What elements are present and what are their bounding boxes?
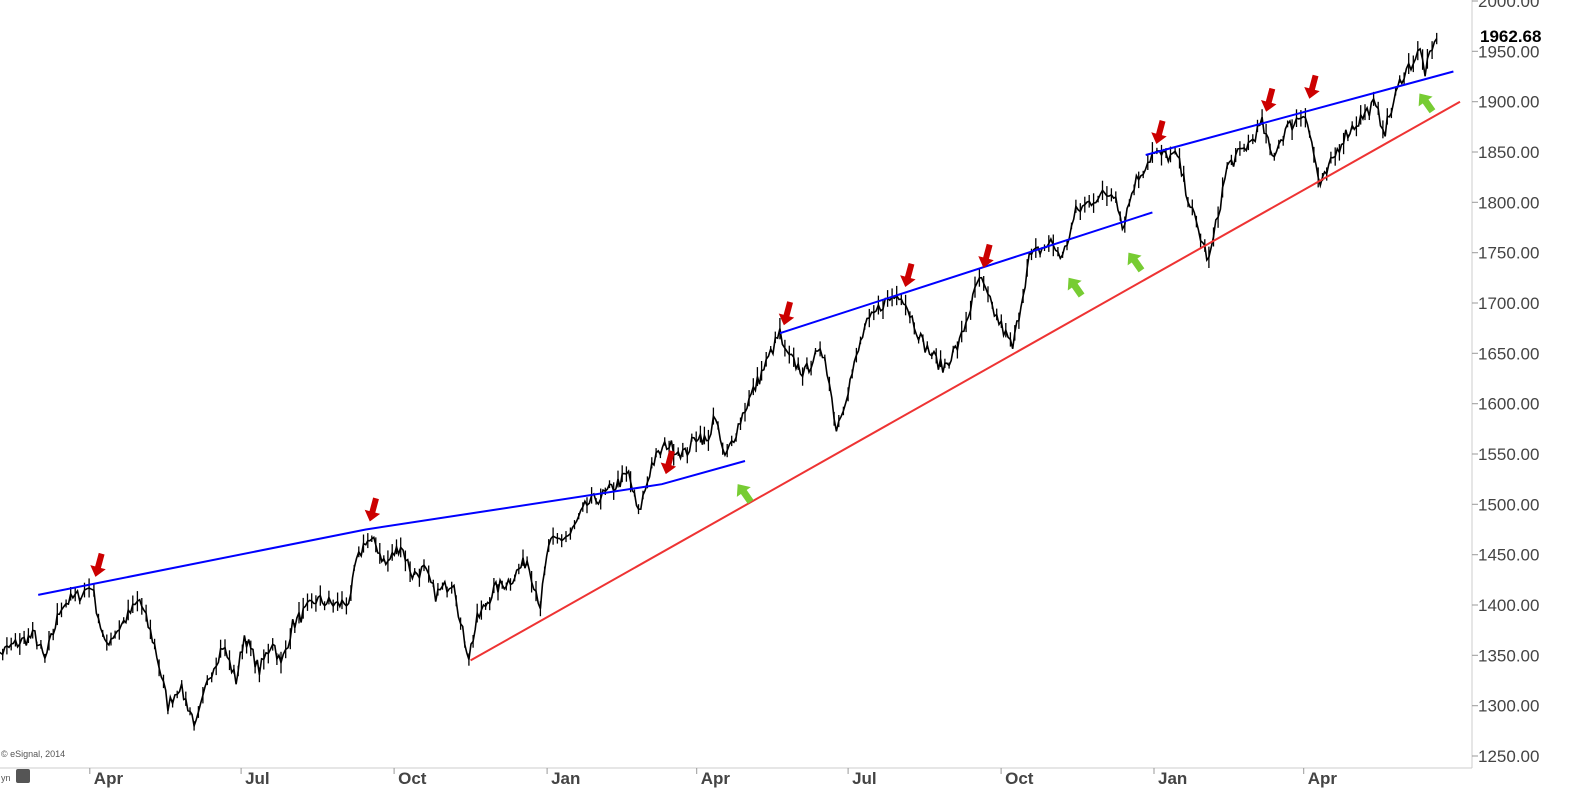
x-tick-label: Jan	[1158, 769, 1187, 788]
x-tick-label: Jul	[852, 769, 877, 788]
last-price-label: 1962.68	[1480, 27, 1541, 46]
y-tick-label: 1650.00	[1478, 344, 1539, 363]
resistance-trendline	[38, 460, 746, 596]
y-tick-label: 1850.00	[1478, 143, 1539, 162]
y-tick-label: 1750.00	[1478, 244, 1539, 263]
resistance-arrow	[90, 552, 106, 577]
esignal-logo-icon	[16, 769, 30, 783]
resistance-arrow	[978, 243, 994, 268]
support-arrow	[1067, 277, 1085, 298]
resistance-arrow	[1304, 74, 1320, 99]
x-tick-label: Jan	[551, 769, 580, 788]
y-tick-label: 1500.00	[1478, 495, 1539, 514]
resistance-arrow	[1260, 87, 1277, 112]
x-tick-label: Oct	[1005, 769, 1034, 788]
resistance-arrow	[1151, 120, 1167, 144]
resistance-arrow	[778, 301, 795, 326]
y-tick-label: 1700.00	[1478, 294, 1539, 313]
y-tick-label: 1900.00	[1478, 93, 1539, 112]
price-series-line	[0, 38, 1438, 730]
resistance-arrow	[900, 262, 916, 287]
y-tick-label: 1400.00	[1478, 596, 1539, 615]
y-axis: 1250.00 1300.00 1350.00 1400.00 1450.00 1500.…	[1472, 0, 1539, 766]
support-arrow	[736, 484, 754, 504]
y-tick-label: 1350.00	[1478, 646, 1539, 665]
esignal-credit: © eSignal, 2014	[1, 749, 65, 759]
x-tick-label: Jul	[245, 769, 270, 788]
y-tick-label: 1250.00	[1478, 747, 1539, 766]
x-tick-label: Apr	[1308, 769, 1338, 788]
resistance-arrow	[660, 450, 677, 475]
y-tick-label: 1300.00	[1478, 697, 1539, 716]
corner-text: yn	[1, 773, 11, 783]
plot-area	[0, 32, 1461, 731]
resistance-arrow	[364, 497, 381, 522]
y-tick-label: 1450.00	[1478, 546, 1539, 565]
y-tick-label: 1550.00	[1478, 445, 1539, 464]
support-trendline	[470, 100, 1461, 662]
y-tick-label: 1800.00	[1478, 193, 1539, 212]
y-tick-label: 1600.00	[1478, 395, 1539, 414]
resistance-trendline	[1145, 70, 1454, 156]
support-arrow	[1418, 93, 1436, 114]
x-tick-label: Oct	[398, 769, 427, 788]
y-tick-label: 2000.00	[1478, 0, 1539, 11]
y-tick-label: 1950.00	[1478, 42, 1539, 61]
x-tick-label: Apr	[701, 769, 731, 788]
resistance-trendline	[779, 211, 1153, 335]
x-tick-label: Apr	[94, 769, 124, 788]
support-arrow	[1127, 252, 1145, 273]
x-axis: Apr Jul Oct Jan Apr Jul Oct Jan Apr	[89, 768, 1338, 788]
